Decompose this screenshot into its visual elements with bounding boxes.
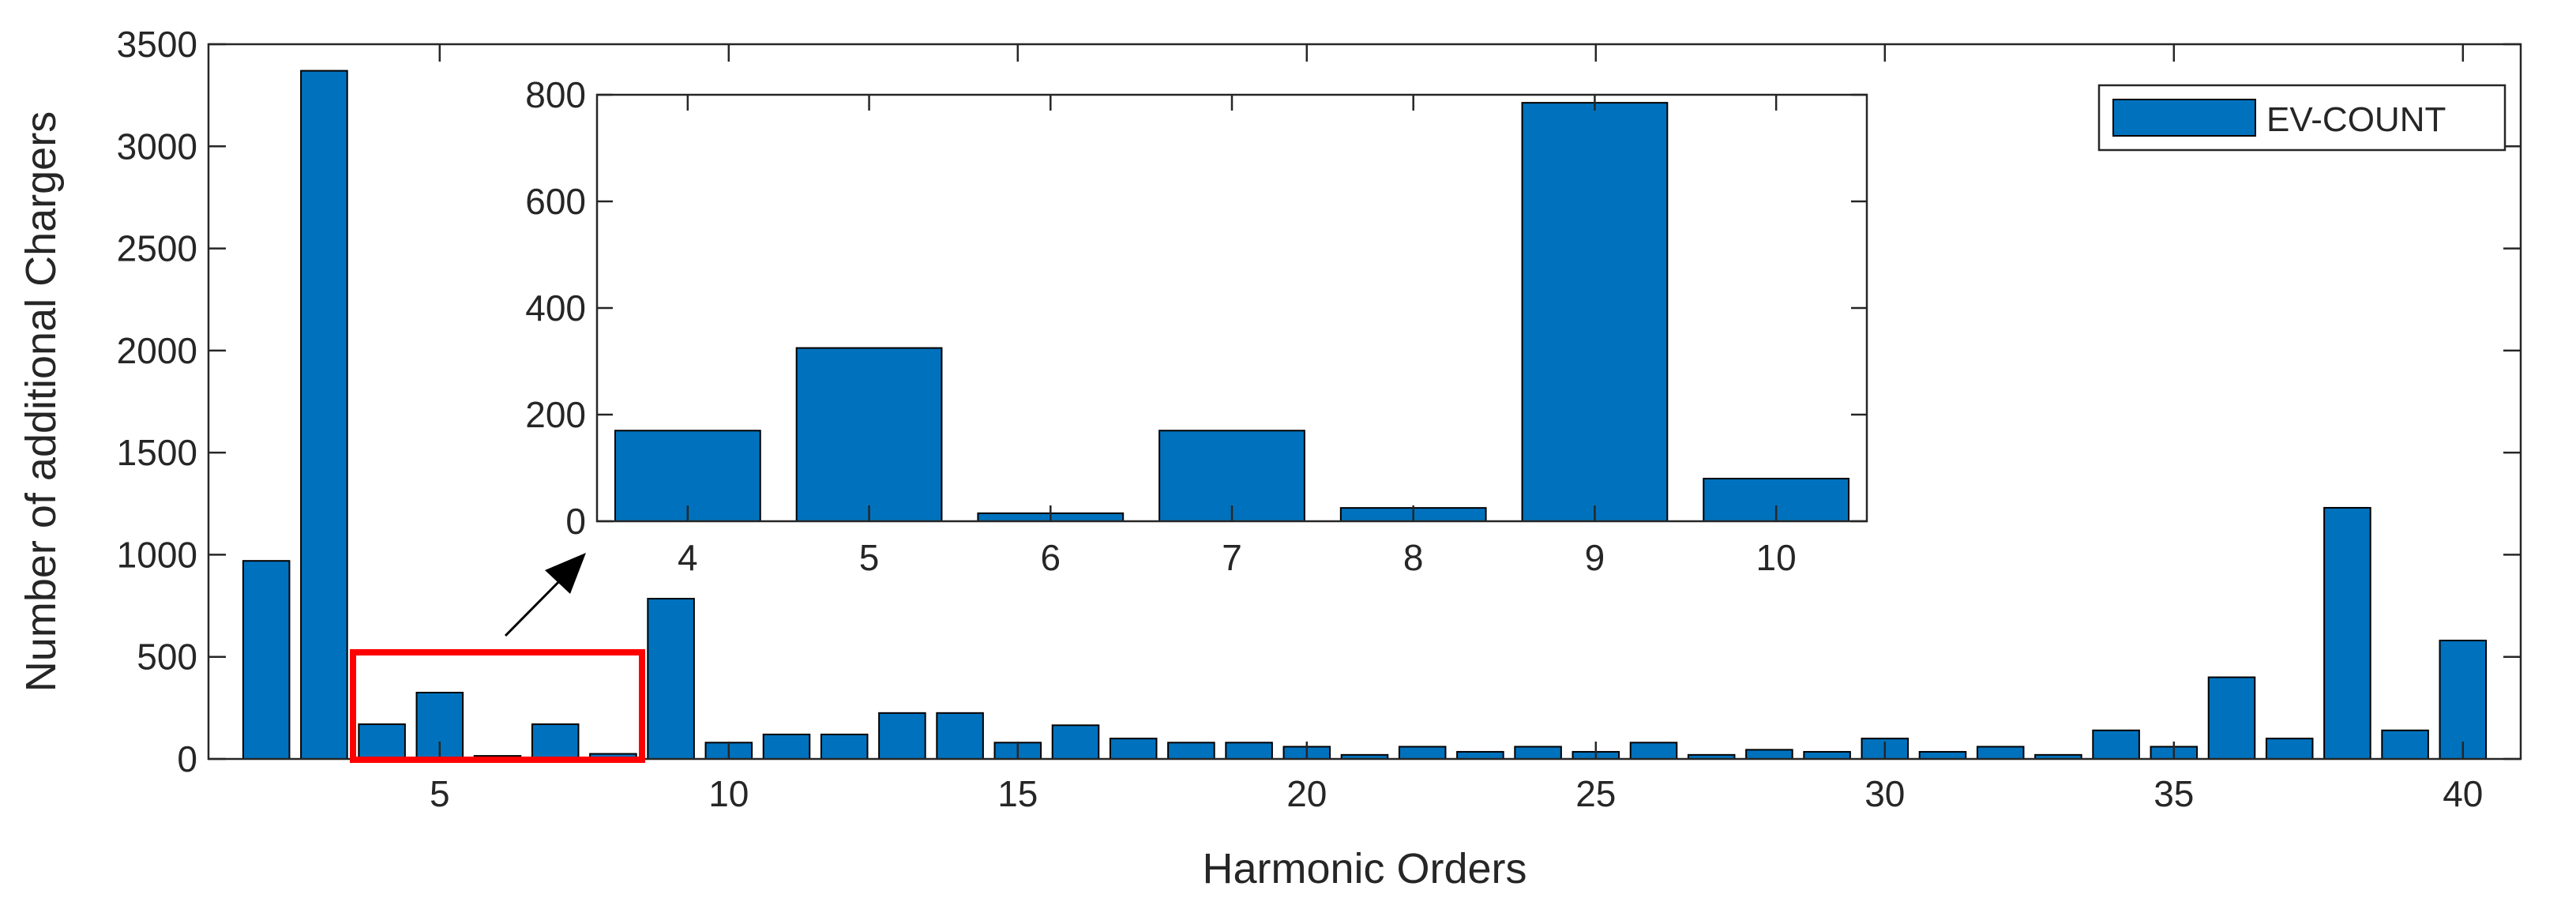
inset-y-tick-label: 200 bbox=[525, 394, 586, 435]
x-tick-label: 5 bbox=[430, 773, 450, 814]
y-tick-label: 3000 bbox=[117, 126, 197, 167]
bar-h38 bbox=[2323, 506, 2371, 760]
inset-y-tick-label: 800 bbox=[525, 74, 586, 115]
bar-h32 bbox=[1976, 746, 2025, 761]
bar-h13 bbox=[878, 712, 926, 760]
bar-h31 bbox=[1918, 750, 1967, 761]
bar-h9 bbox=[647, 598, 695, 760]
bar-h23 bbox=[1456, 750, 1504, 761]
bar-h24 bbox=[1514, 746, 1562, 761]
legend-swatch bbox=[2112, 99, 2256, 137]
x-tick-label: 30 bbox=[1864, 773, 1905, 814]
inset-y-tick-label: 400 bbox=[525, 287, 586, 329]
bar-h26 bbox=[1629, 742, 1678, 760]
zoom-arrow-head bbox=[545, 553, 586, 594]
bar-h11 bbox=[762, 733, 811, 761]
inset-x-tick-label: 6 bbox=[1040, 537, 1061, 578]
inset-x-tick-label: 9 bbox=[1585, 537, 1605, 578]
x-tick-label: 40 bbox=[2443, 773, 2483, 814]
inset-y-tick-label: 0 bbox=[565, 501, 586, 542]
x-tick-label: 15 bbox=[997, 773, 1038, 814]
x-tick-label: 10 bbox=[708, 773, 749, 814]
y-tick-label: 1500 bbox=[117, 432, 197, 473]
bar-h14 bbox=[936, 712, 984, 760]
legend-label: EV-COUNT bbox=[2266, 100, 2446, 139]
bar-h39 bbox=[2381, 729, 2429, 760]
bar-h19 bbox=[1225, 742, 1273, 760]
bar-h29 bbox=[1803, 750, 1851, 761]
inset-axes-box bbox=[595, 93, 1868, 523]
inset-bar-9 bbox=[1521, 102, 1669, 522]
y-tick-label: 3500 bbox=[117, 24, 197, 65]
bar-h12 bbox=[820, 733, 869, 761]
y-axis-label: Number of additional Chargers bbox=[17, 111, 65, 692]
bar-h17 bbox=[1109, 738, 1158, 761]
x-tick-label: 25 bbox=[1575, 773, 1616, 814]
bar-h34 bbox=[2092, 729, 2140, 760]
bar-h22 bbox=[1398, 746, 1447, 761]
inset-bar-5 bbox=[795, 347, 943, 522]
x-axis-label: Harmonic Orders bbox=[1202, 845, 1526, 892]
y-tick-label: 0 bbox=[177, 738, 197, 779]
y-tick-label: 500 bbox=[137, 637, 197, 678]
y-tick-label: 2500 bbox=[117, 228, 197, 269]
inset-x-tick-label: 4 bbox=[678, 537, 698, 578]
inset-x-tick-label: 10 bbox=[1756, 537, 1797, 578]
inset-plot: 4 5 6 7 8 9 10 0 200 400 600 800 bbox=[525, 74, 1868, 578]
bar-h3 bbox=[300, 69, 348, 761]
bar-h28 bbox=[1745, 749, 1793, 760]
bar-h40 bbox=[2439, 640, 2488, 760]
inset-x-tick-label: 7 bbox=[1222, 537, 1242, 578]
bar-h18 bbox=[1167, 742, 1215, 760]
inset-x-tick-label: 5 bbox=[859, 537, 880, 578]
y-tick-label: 1000 bbox=[117, 534, 197, 575]
x-tick-label: 20 bbox=[1286, 773, 1327, 814]
bar-h4 bbox=[358, 723, 406, 760]
annotation-overlay bbox=[350, 553, 645, 763]
bar-h2 bbox=[242, 560, 291, 761]
x-tick-label: 35 bbox=[2154, 773, 2194, 814]
highlight-box bbox=[350, 649, 645, 763]
bar-h7 bbox=[531, 723, 580, 760]
bar-h37 bbox=[2265, 738, 2314, 761]
inset-x-tick-label: 8 bbox=[1403, 537, 1424, 578]
bar-h16 bbox=[1051, 724, 1100, 760]
inset-y-tick-label: 600 bbox=[525, 181, 586, 222]
y-tick-label: 2000 bbox=[117, 330, 197, 371]
main-axes-box bbox=[207, 43, 2522, 761]
bar-h36 bbox=[2207, 676, 2256, 760]
